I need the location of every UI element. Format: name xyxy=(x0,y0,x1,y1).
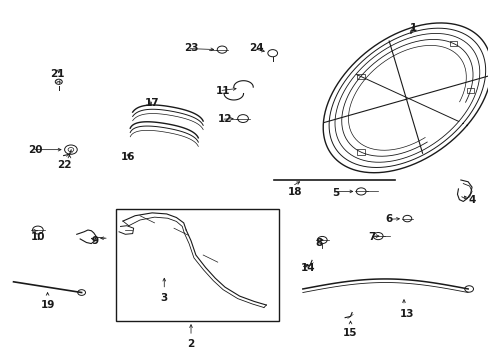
Text: 9: 9 xyxy=(91,236,98,246)
Text: 20: 20 xyxy=(28,145,42,155)
Bar xyxy=(357,149,365,155)
Text: 14: 14 xyxy=(300,262,314,273)
Text: 5: 5 xyxy=(331,188,339,198)
Text: 19: 19 xyxy=(41,300,55,310)
Text: 17: 17 xyxy=(144,98,159,108)
Text: 24: 24 xyxy=(249,43,264,53)
Text: 23: 23 xyxy=(183,43,198,53)
Bar xyxy=(449,41,457,46)
Text: 18: 18 xyxy=(287,187,302,197)
Text: 6: 6 xyxy=(385,214,392,224)
Text: 21: 21 xyxy=(50,69,64,79)
Text: 8: 8 xyxy=(314,238,322,248)
Text: 12: 12 xyxy=(217,114,232,124)
Text: 1: 1 xyxy=(409,23,416,33)
Text: 10: 10 xyxy=(30,232,45,242)
Bar xyxy=(356,73,364,79)
Text: 3: 3 xyxy=(161,293,167,302)
Text: 15: 15 xyxy=(343,328,357,338)
Text: 4: 4 xyxy=(467,195,474,204)
Text: 2: 2 xyxy=(187,339,194,349)
Text: 13: 13 xyxy=(399,309,414,319)
Text: 11: 11 xyxy=(215,86,229,96)
Text: 7: 7 xyxy=(368,232,375,242)
Text: 22: 22 xyxy=(57,160,72,170)
Bar xyxy=(116,208,278,321)
Bar xyxy=(466,88,473,94)
Text: 16: 16 xyxy=(120,152,135,162)
